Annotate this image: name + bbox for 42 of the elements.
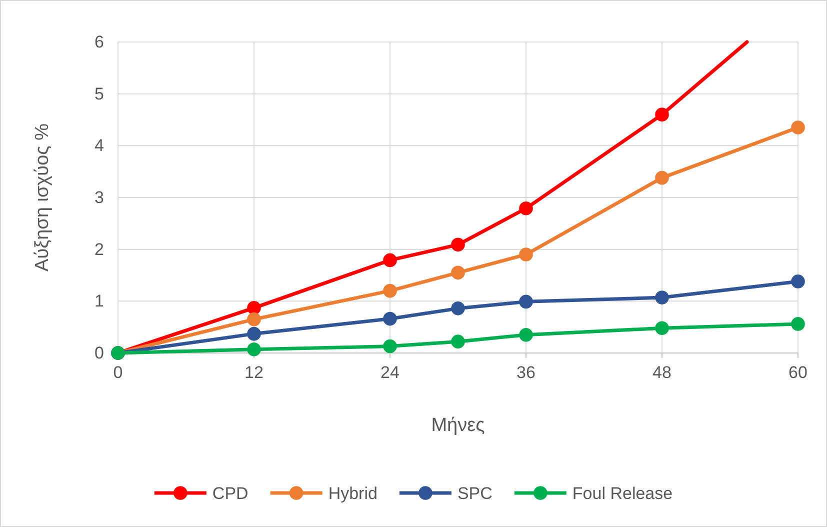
- point: [383, 284, 397, 298]
- x-tick-label: 0: [113, 363, 123, 382]
- point: [655, 170, 669, 185]
- y-tick-label: 1: [94, 292, 104, 311]
- x-tick-label: 12: [244, 363, 264, 382]
- point: [247, 326, 261, 341]
- legend-label: Hybrid: [328, 484, 378, 503]
- y-tick-label: 2: [94, 240, 104, 259]
- point: [655, 108, 669, 122]
- x-tick-label: 48: [652, 363, 672, 382]
- point: [519, 248, 533, 262]
- y-axis-title: Αύξηση ισχύος %: [32, 123, 53, 272]
- point: [451, 302, 465, 316]
- point: [451, 266, 465, 280]
- point: [383, 253, 397, 268]
- x-tick-label: 36: [516, 363, 536, 382]
- point: [383, 312, 397, 326]
- x-tick-label: 60: [788, 363, 808, 382]
- legend-label: SPC: [457, 484, 492, 503]
- legend-label: CPD: [212, 484, 248, 503]
- x-tick-label: 24: [380, 363, 400, 382]
- point: [791, 274, 805, 288]
- y-tick-label: 0: [94, 343, 104, 362]
- point: [655, 290, 669, 304]
- point: [247, 342, 261, 356]
- point: [247, 301, 261, 315]
- point: [451, 334, 465, 348]
- point: [655, 321, 669, 336]
- point: [791, 317, 805, 331]
- x-axis-title: Μήνες: [431, 415, 485, 436]
- point: [451, 238, 465, 252]
- point: [519, 294, 533, 309]
- y-tick-label: 3: [94, 188, 104, 207]
- point: [383, 339, 397, 354]
- point: [519, 201, 533, 216]
- legend-label: Foul Release: [572, 484, 673, 503]
- y-tick-label: 4: [94, 136, 104, 156]
- y-tick-label: 5: [94, 84, 104, 104]
- point: [519, 328, 533, 342]
- y-tick-label: 6: [94, 32, 104, 52]
- point: [791, 120, 805, 134]
- point: [247, 312, 261, 326]
